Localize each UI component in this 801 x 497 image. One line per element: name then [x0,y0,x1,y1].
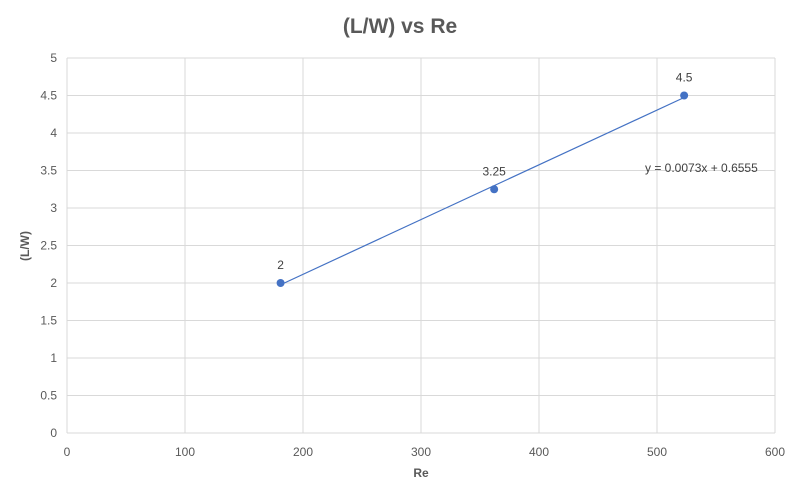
y-tick-label: 0.5 [40,389,57,403]
data-point [276,279,285,287]
y-tick-label: 2.5 [40,239,57,253]
data-point [680,91,689,100]
data-labels: 2 3.25 4.5 [277,71,693,273]
data-point [490,185,499,194]
x-tick-label: 500 [647,445,667,459]
y-tick-label: 4 [50,126,57,140]
y-tick-label: 4.5 [40,89,57,103]
x-axis-label: Re [413,466,429,480]
y-tick-label: 3.5 [40,164,57,178]
y-tick-label: 0 [50,426,57,440]
y-tick-label: 3 [50,201,57,215]
x-tick-label: 100 [175,445,195,459]
grid [66,57,776,434]
trendline [280,96,685,286]
data-points [276,91,689,287]
x-tick-label: 600 [765,445,785,459]
data-label: 3.25 [482,164,506,178]
trendline-equation: y = 0.0073x + 0.6555 [645,161,758,175]
y-axis-ticks: 0 0.5 1 1.5 2 2.5 3 3.5 4 4.5 5 [40,51,57,440]
chart-title: (L/W) vs Re [343,15,457,38]
trendline-group [280,96,685,286]
data-label: 2 [277,258,284,272]
x-tick-label: 300 [411,445,431,459]
x-tick-label: 0 [64,445,71,459]
x-tick-label: 400 [529,445,549,459]
data-label: 4.5 [676,71,693,85]
y-tick-label: 5 [50,51,57,65]
x-axis-ticks: 0 100 200 300 400 500 600 [64,445,786,459]
x-tick-label: 200 [293,445,313,459]
y-axis-label: (L/W) [18,231,32,261]
y-tick-label: 1.5 [40,314,57,328]
y-tick-label: 1 [50,351,57,365]
y-tick-label: 2 [50,276,57,290]
